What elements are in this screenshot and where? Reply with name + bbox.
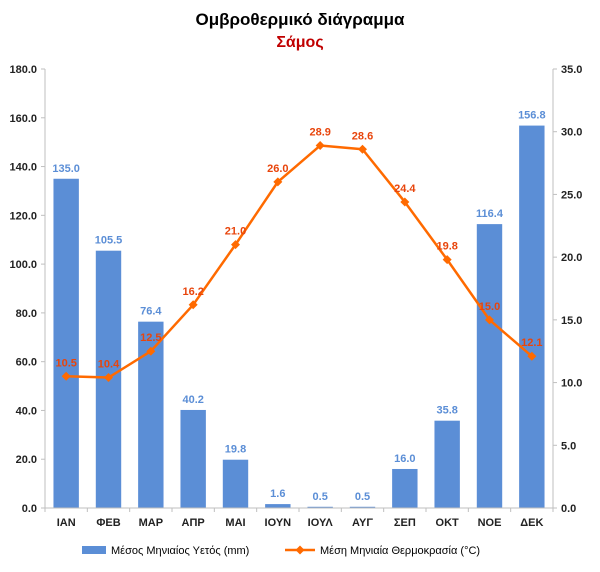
- line-value-label: 19.8: [436, 241, 457, 253]
- left-tick-label: 180.0: [9, 64, 37, 76]
- bar-value-label: 135.0: [52, 163, 80, 175]
- line-value-label: 28.6: [352, 130, 373, 142]
- x-tick-label: ΜΑΙ: [225, 517, 245, 529]
- left-tick-label: 40.0: [16, 405, 37, 417]
- right-tick-label: 30.0: [561, 127, 582, 139]
- line-point: [61, 371, 71, 381]
- bar: [222, 459, 249, 508]
- bar-value-label: 76.4: [140, 306, 162, 318]
- x-tick-label: ΙΟΥΝ: [265, 517, 292, 529]
- left-axis: 0.0 20.0 40.0 60.0 80.0 100.0 120.0 140.0 160.0 1…: [9, 64, 46, 515]
- bar-value-label: 19.8: [225, 444, 246, 456]
- bar-value-label: 156.8: [518, 110, 546, 122]
- x-tick-label: ΑΠΡ: [182, 517, 205, 529]
- line-value-label: 12.5: [140, 332, 161, 344]
- line-value-label: 16.2: [182, 286, 203, 298]
- legend-bar-swatch: [82, 546, 106, 554]
- bar: [434, 420, 460, 508]
- x-tick-label: ΙΟΥΛ: [308, 517, 334, 529]
- line-value-label: 28.9: [309, 127, 330, 139]
- line-point: [273, 177, 283, 187]
- right-tick-label: 35.0: [561, 64, 582, 76]
- line-value-label: 15.0: [479, 301, 500, 313]
- bar: [307, 506, 333, 508]
- line-point: [146, 346, 156, 356]
- bar-value-label: 40.2: [182, 394, 203, 406]
- bar: [349, 506, 376, 508]
- line-value-label: 24.4: [394, 183, 416, 195]
- right-axis: 0.0 5.0 10.0 15.0 20.0 25.0 30.0 35.0: [552, 64, 582, 515]
- left-tick-label: 20.0: [16, 454, 37, 466]
- line-point: [104, 373, 113, 383]
- left-tick-label: 100.0: [9, 259, 37, 271]
- right-tick-label: 15.0: [561, 315, 582, 327]
- line-value-label: 10.5: [55, 357, 76, 369]
- line-point: [315, 141, 325, 151]
- line-value-label: 21.0: [225, 226, 246, 238]
- x-tick-label: ΔΕΚ: [520, 517, 543, 529]
- bar-value-label: 16.0: [394, 453, 415, 465]
- legend-line-label: Μέση Μηνιαία Θερμοκρασία (°C): [320, 545, 480, 557]
- line-value-label: 26.0: [267, 163, 288, 175]
- line-point: [442, 255, 452, 265]
- bar-value-label: 105.5: [95, 235, 123, 247]
- bar-value-label: 0.5: [313, 491, 328, 503]
- chart-title: Ομβροθερμικό διάγραμμα: [195, 10, 405, 29]
- temperature-line: [66, 144, 533, 379]
- bar-series: 135.0 105.5 76.4 40.2 19.8 1.6 0.5 0.5 16.0 35.8 1…: [52, 110, 546, 509]
- line-point: [485, 315, 494, 325]
- line-point: [188, 300, 198, 310]
- chart-subtitle: Σάμος: [276, 34, 324, 51]
- x-tick-label: ΙΑΝ: [57, 517, 76, 529]
- right-tick-label: 20.0: [561, 252, 582, 264]
- line-point: [231, 240, 240, 250]
- left-tick-label: 80.0: [16, 308, 37, 320]
- bar: [265, 504, 291, 508]
- line-series: 10.5 10.4 12.5 16.2 21.0 26.0 28.9 28.6 24.4 19.8…: [55, 127, 543, 383]
- legend-line-marker: [295, 545, 305, 555]
- right-tick-label: 10.0: [561, 378, 582, 390]
- left-tick-label: 160.0: [9, 113, 37, 125]
- bar-value-label: 116.4: [476, 208, 504, 220]
- bar: [180, 409, 206, 508]
- bar: [476, 224, 503, 508]
- legend-bar-label: Μέσος Μηνιαίος Υετός (mm): [111, 545, 249, 557]
- bar-value-label: 35.8: [436, 405, 457, 417]
- line-point: [358, 144, 367, 154]
- left-tick-label: 140.0: [9, 162, 37, 174]
- x-tick-label: ΜΑΡ: [139, 517, 163, 529]
- left-tick-label: 0.0: [22, 503, 37, 515]
- x-tick-label: ΑΥΓ: [352, 517, 373, 529]
- line-value-label: 12.1: [521, 337, 542, 349]
- bar: [519, 125, 545, 509]
- x-tick-label: ΝΟΕ: [478, 517, 502, 529]
- right-tick-label: 25.0: [561, 189, 582, 201]
- bar-value-label: 0.5: [355, 491, 370, 503]
- left-tick-label: 60.0: [16, 357, 37, 369]
- left-tick-label: 120.0: [9, 210, 37, 222]
- line-point: [400, 197, 410, 207]
- line-point: [527, 351, 537, 361]
- x-tick-label: ΦΕΒ: [96, 517, 120, 529]
- right-tick-label: 5.0: [561, 440, 576, 452]
- line-value-label: 10.4: [98, 359, 120, 371]
- x-tick-label: ΟΚΤ: [436, 517, 460, 529]
- x-axis: ΙΑΝ ΦΕΒ ΜΑΡ ΑΠΡ ΜΑΙ ΙΟΥΝ ΙΟΥΛ ΑΥΓ ΣΕΠ ΟΚΤ ΝΟΕ ΔΕΚ: [44, 507, 554, 529]
- right-tick-label: 0.0: [561, 503, 576, 515]
- bar: [53, 178, 79, 508]
- legend: Μέσος Μηνιαίος Υετός (mm) Μέση Μηνιαία Θε…: [82, 545, 480, 557]
- bar: [392, 468, 418, 508]
- x-tick-label: ΣΕΠ: [394, 517, 416, 529]
- bar-value-label: 1.6: [270, 488, 285, 500]
